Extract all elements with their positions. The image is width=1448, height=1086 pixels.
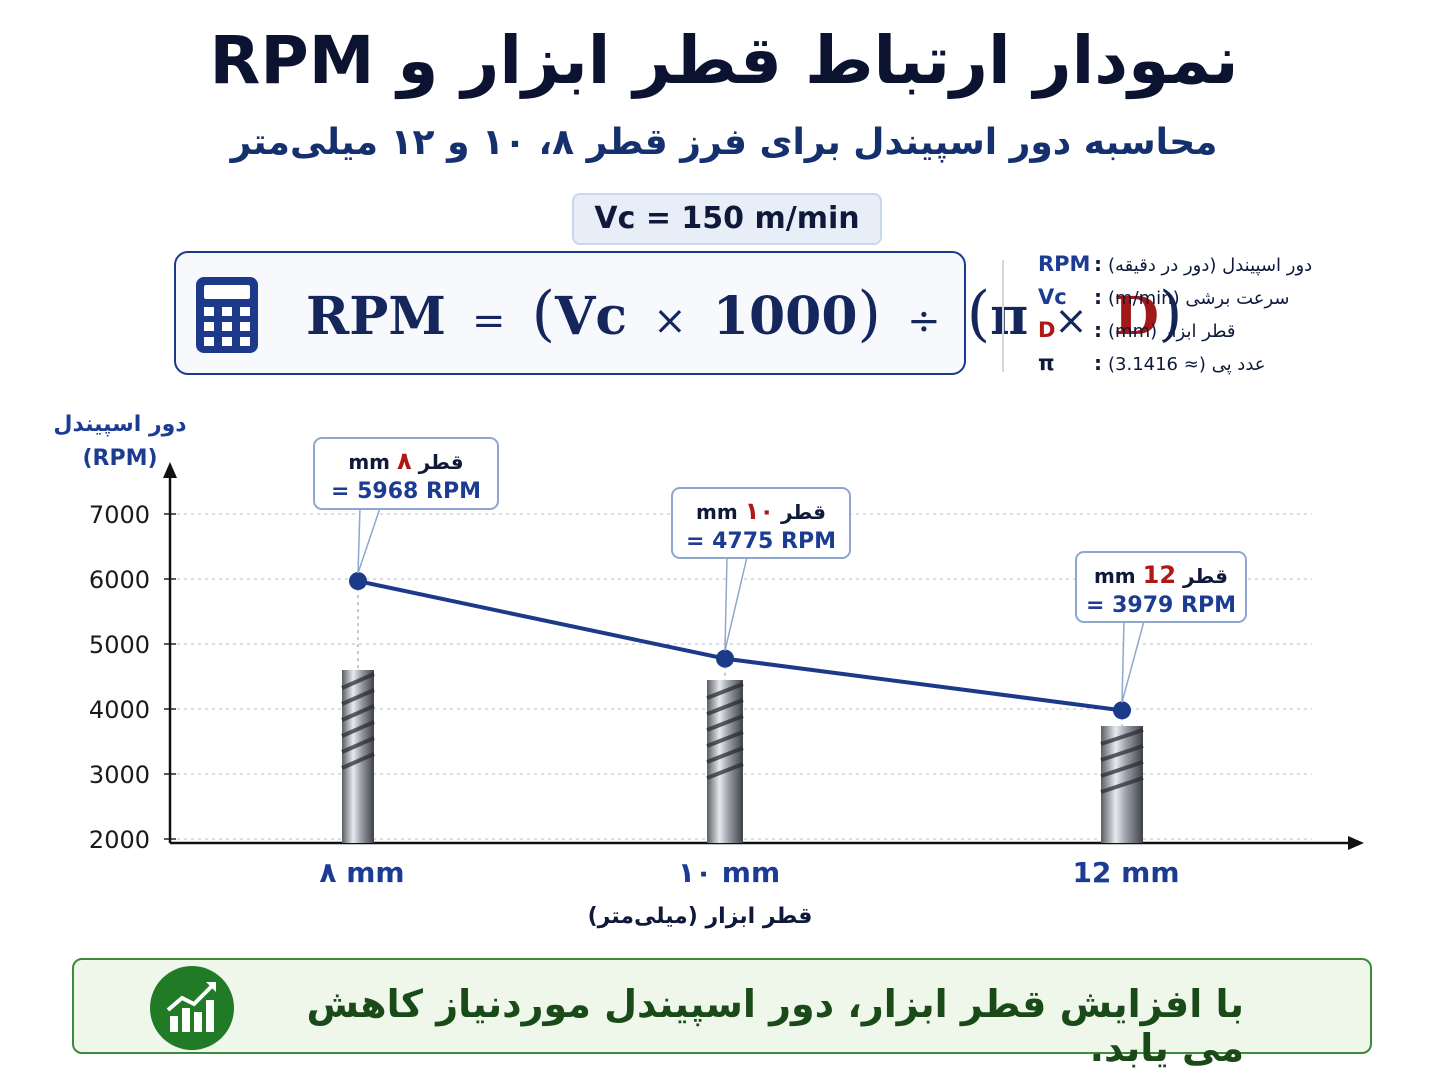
legend-desc: قطر ابزار (mm) <box>1108 321 1236 342</box>
formula-vc: Vc <box>555 286 628 347</box>
rpm-data-point <box>349 572 367 591</box>
y-axis-arrow <box>163 462 177 478</box>
footer-banner: با افزایش قطر ابزار، دور اسپیندل موردنیا… <box>72 958 1372 1070</box>
tool-flute <box>341 752 375 770</box>
callout-number: ۱۰ <box>744 497 774 525</box>
legend-colon: : <box>1094 318 1102 342</box>
y-tick-label: 3000 <box>89 761 150 789</box>
tool-flute <box>706 730 744 748</box>
tool-flute <box>706 714 744 732</box>
tool-flute <box>1100 728 1144 746</box>
y-axis-label-line2: (RPM) <box>82 446 158 471</box>
callout-rpm-value: = 4775 RPM <box>686 529 836 554</box>
rpm-callout: قطر ۱۰ mm = 4775 RPM <box>671 487 851 559</box>
tool-flute <box>341 704 375 722</box>
formula-close-paren: ) <box>857 279 881 349</box>
y-tick-label: 4000 <box>89 696 150 724</box>
tool-flute <box>1100 760 1144 778</box>
rpm-callout: قطر ۸ mm = 5968 RPM <box>313 437 499 510</box>
legend-colon: : <box>1094 252 1102 276</box>
formula-constant: 1000 <box>712 286 858 347</box>
callout-rpm-value: = 5968 RPM <box>331 479 481 504</box>
legend-desc: عدد پی (≈ 3.1416) <box>1108 354 1266 375</box>
formula-rpm: RPM <box>306 286 446 347</box>
legend-key: Vc <box>1038 285 1067 309</box>
tool-flute <box>706 698 744 716</box>
y-axis-label: دور اسپیندل (RPM) <box>50 408 190 476</box>
legend-row-rpm: RPM : دور اسپیندل (دور در دقیقه) <box>1038 252 1338 285</box>
x-axis-arrow <box>1348 836 1364 850</box>
callout-unit: mm <box>348 450 397 474</box>
rpm-callout: قطر 12 mm = 3979 RPM <box>1075 551 1247 623</box>
rpm-data-point <box>716 649 734 668</box>
callout-number: ۸ <box>397 447 412 475</box>
formula-pi: π <box>990 286 1029 347</box>
callout-prefix: قطر <box>411 450 464 474</box>
formula-close-paren-2: ) <box>1159 279 1183 349</box>
callout-pointer <box>357 507 382 574</box>
x-tick-label: ۸ mm <box>319 856 404 889</box>
callout-rpm-value: = 3979 RPM <box>1086 593 1236 618</box>
formula-legend: RPM : دور اسپیندل (دور در دقیقه) Vc : سر… <box>1038 252 1338 384</box>
y-tick-label: 6000 <box>89 566 150 594</box>
callout-unit: mm <box>1093 564 1143 588</box>
legend-row-pi: π : عدد پی (≈ 3.1416) <box>1038 351 1338 384</box>
legend-key: π <box>1038 351 1055 375</box>
y-tick-label: 7000 <box>89 501 150 529</box>
tool-flute <box>341 672 375 690</box>
tool-flute <box>341 688 375 706</box>
tool-flute <box>706 682 744 700</box>
x-tick-label: ۱۰ mm <box>678 856 780 889</box>
rpm-data-point <box>1113 701 1131 720</box>
callout-number: 12 <box>1142 561 1177 589</box>
rpm-formula: RPM = (Vc × 1000) ÷ (π × D) <box>306 279 1182 349</box>
formula-divide: ÷ <box>907 298 941 344</box>
y-axis-label-line1: دور اسپیندل <box>53 412 187 437</box>
formula-d: D <box>1113 286 1159 347</box>
tool-flute <box>706 746 744 764</box>
legend-desc: دور اسپیندل (دور در دقیقه) <box>1108 255 1313 276</box>
y-tick-label: 2000 <box>89 826 150 854</box>
page-subtitle: محاسبه دور اسپیندل برای فرز قطر ۸، ۱۰ و … <box>230 122 1218 163</box>
legend-desc: سرعت برشی (m/min) <box>1108 288 1290 309</box>
callout-pointer <box>1121 620 1145 703</box>
formula-times: × <box>653 298 687 344</box>
legend-colon: : <box>1094 285 1102 309</box>
callout-diameter: قطر 12 mm <box>1077 561 1245 589</box>
callout-diameter: قطر ۸ mm <box>315 447 497 475</box>
legend-row-vc: Vc : سرعت برشی (m/min) <box>1038 285 1338 318</box>
callout-unit: mm <box>696 500 745 524</box>
formula-equals: = <box>472 298 506 344</box>
formula-times-2: × <box>1054 298 1088 344</box>
callout-prefix: قطر <box>773 500 826 524</box>
x-tick-label: 12 mm <box>1072 856 1179 889</box>
tool-flute <box>1100 776 1144 794</box>
legend-divider <box>1002 260 1004 372</box>
vc-badge: Vc = 150 m/min <box>572 193 882 245</box>
page-title: نمودار ارتباط قطر ابزار و RPM <box>209 22 1239 99</box>
x-axis-label: قطر ابزار (میلی‌متر) <box>587 904 813 929</box>
footer-text: با افزایش قطر ابزار، دور اسپیندل موردنیا… <box>306 982 1244 1070</box>
legend-row-d: D : قطر ابزار (mm) <box>1038 318 1338 351</box>
tool-flute <box>341 720 375 738</box>
legend-key: D <box>1038 318 1056 342</box>
callout-prefix: قطر <box>1176 564 1229 588</box>
callout-pointer <box>724 556 748 651</box>
callout-diameter: قطر ۱۰ mm <box>673 497 849 525</box>
tool-flute <box>706 762 744 780</box>
tool-flute <box>341 736 375 754</box>
legend-colon: : <box>1094 351 1102 375</box>
chart-trend-icon <box>150 966 234 1050</box>
formula-box: RPM = (Vc × 1000) ÷ (π × D) <box>174 251 1182 375</box>
tool-flute <box>1100 744 1144 762</box>
formula-open-paren: ( <box>531 279 556 349</box>
y-tick-label: 5000 <box>89 631 150 659</box>
legend-key: RPM <box>1038 252 1091 276</box>
formula-open-paren-2: ( <box>966 279 991 349</box>
calculator-icon <box>196 277 258 353</box>
